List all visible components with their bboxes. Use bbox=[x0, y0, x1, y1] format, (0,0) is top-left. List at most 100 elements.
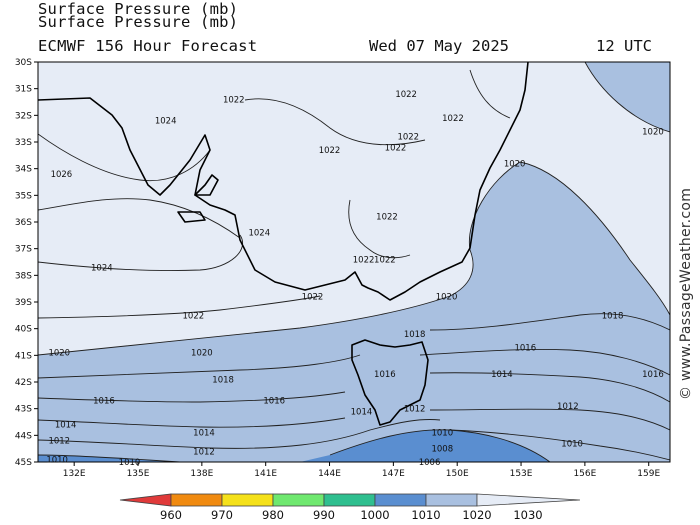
isobar-label: 1020 bbox=[436, 293, 458, 303]
isobar-label: 1020 bbox=[504, 159, 526, 169]
isobar-label: 1016 bbox=[514, 343, 536, 353]
colorbar-label: 990 bbox=[313, 508, 335, 522]
isobar-label: 1012 bbox=[557, 402, 579, 412]
isobar-label: 1022 bbox=[376, 213, 398, 223]
lon-tick-label: 150E bbox=[446, 469, 469, 479]
isobar-label: 1014 bbox=[193, 429, 215, 439]
lon-tick-label: 138E bbox=[190, 469, 213, 479]
lat-tick-label: 40S bbox=[15, 325, 32, 335]
isobar-label: 1022 bbox=[183, 311, 205, 321]
forecast-model-label: ECMWF 156 Hour Forecast bbox=[38, 37, 258, 55]
isobar-label: 1020 bbox=[48, 349, 70, 359]
colorbar-label: 960 bbox=[160, 508, 182, 522]
kangaroo-island bbox=[177, 211, 206, 223]
lat-tick-label: 32S bbox=[15, 111, 32, 121]
isobar-label: 1018 bbox=[602, 311, 624, 321]
isobar-label: 1022 bbox=[397, 133, 419, 143]
pressure-zone-below-1010 bbox=[38, 429, 550, 462]
lat-tick-label: 43S bbox=[15, 405, 32, 415]
isobar-label: 1016 bbox=[263, 397, 285, 407]
lon-tick-label: 153E bbox=[510, 469, 533, 479]
isobar-label: 1022 bbox=[374, 255, 396, 265]
lat-tick-label: 44S bbox=[15, 431, 32, 441]
colorbar-label: 1010 bbox=[411, 508, 440, 522]
isobar-label: 1022 bbox=[395, 90, 417, 100]
isobar-label: 1016 bbox=[374, 370, 396, 380]
isobar-label: 1012 bbox=[193, 447, 215, 457]
isobar-lines bbox=[38, 62, 670, 462]
pressure-fields bbox=[38, 62, 670, 462]
lat-tick-label: 38S bbox=[15, 271, 32, 281]
isobar-label: 1022 bbox=[223, 95, 245, 105]
lat-tick-label: 33S bbox=[15, 138, 32, 148]
isobar-label: 1014 bbox=[351, 407, 373, 417]
isobar-label: 1024 bbox=[248, 229, 270, 239]
colorbar-segment bbox=[119, 493, 172, 507]
colorbar-segment bbox=[221, 493, 274, 507]
isobar-label: 1008 bbox=[431, 445, 453, 455]
pressure-zone-1010-1020-north bbox=[585, 62, 670, 132]
lat-tick-label: 39S bbox=[15, 298, 32, 308]
isobar-label: 1022 bbox=[319, 146, 341, 156]
latitude-axis: 30S 31S 32S 33S 34S 35S 36S 37S 38S 39S 40S 41S 42S 4… bbox=[15, 58, 38, 468]
isobar-labels: 1022102410221022102210221022102010201026… bbox=[46, 90, 663, 468]
isobar-label: 1014 bbox=[55, 421, 77, 431]
watermark-text: © www.PassageWeather.com bbox=[678, 187, 694, 400]
isobar-label: 1016 bbox=[93, 397, 115, 407]
colorbar-label: 980 bbox=[262, 508, 284, 522]
isobar-label: 1024 bbox=[91, 263, 113, 273]
lat-tick-label: 36S bbox=[15, 218, 32, 228]
map-title: Surface Pressure (mb) bbox=[38, 13, 239, 31]
colorbar-label: 1020 bbox=[462, 508, 491, 522]
isobar-label: 1010 bbox=[46, 455, 68, 465]
colorbar-segment bbox=[476, 493, 581, 507]
isobar-label: 1020 bbox=[642, 127, 664, 137]
isobar-label: 1024 bbox=[155, 117, 177, 127]
isobar-label: 1022 bbox=[302, 293, 324, 303]
lon-tick-label: 135E bbox=[127, 469, 150, 479]
isobar-label: 1018 bbox=[212, 375, 234, 385]
longitude-axis: 132E 135E 138E 141E 144E 147E 150E 153E 156E 159E bbox=[63, 462, 660, 479]
isobar-label: 1006 bbox=[419, 458, 441, 468]
isobar-label: 1016 bbox=[642, 370, 664, 380]
pressure-zone-1010-1020 bbox=[38, 162, 670, 462]
pressure-colorbar: 960 970 980 990 1000 1010 1020 1030 bbox=[119, 493, 581, 522]
isobar-label: 1026 bbox=[51, 170, 73, 180]
isobar-label: 1022 bbox=[353, 255, 375, 265]
tasmania-coastline bbox=[351, 339, 429, 426]
lon-tick-label: 159E bbox=[637, 469, 660, 479]
colorbar-segment bbox=[374, 493, 427, 507]
colorbar-segment bbox=[425, 493, 478, 507]
isobar-label: 1010 bbox=[119, 458, 141, 468]
lon-tick-label: 144E bbox=[318, 469, 341, 479]
colorbar-segment bbox=[323, 493, 376, 507]
lat-tick-label: 31S bbox=[15, 85, 32, 95]
map-frame bbox=[37, 61, 671, 463]
lat-tick-label: 42S bbox=[15, 378, 32, 388]
lat-tick-label: 41S bbox=[15, 351, 32, 361]
isobar-label: 1020 bbox=[191, 349, 213, 359]
gulf-outline bbox=[194, 174, 219, 196]
colorbar-label: 970 bbox=[211, 508, 233, 522]
forecast-time: 12 UTC bbox=[596, 37, 652, 55]
lon-tick-label: 141E bbox=[254, 469, 277, 479]
lon-tick-label: 132E bbox=[63, 469, 86, 479]
isobar-label: 1010 bbox=[431, 429, 453, 439]
lat-tick-label: 35S bbox=[15, 191, 32, 201]
isobar-label: 1010 bbox=[561, 439, 583, 449]
colorbar-segment bbox=[170, 493, 223, 507]
map-title: Surface Pressure (mb) bbox=[38, 0, 239, 18]
isobar-label: 1012 bbox=[404, 405, 426, 415]
lat-tick-label: 45S bbox=[15, 458, 32, 468]
isobar-label: 1014 bbox=[491, 370, 513, 380]
colorbar-label: 1030 bbox=[513, 508, 542, 522]
isobar-label: 1018 bbox=[404, 330, 426, 340]
isobar-label: 1022 bbox=[385, 143, 407, 153]
isobar-label: 1012 bbox=[48, 437, 70, 447]
colorbar-label: 1000 bbox=[360, 508, 389, 522]
colorbar-segment bbox=[272, 493, 325, 507]
lon-tick-label: 156E bbox=[573, 469, 596, 479]
forecast-date: Wed 07 May 2025 bbox=[369, 37, 509, 55]
coastline bbox=[38, 62, 529, 426]
